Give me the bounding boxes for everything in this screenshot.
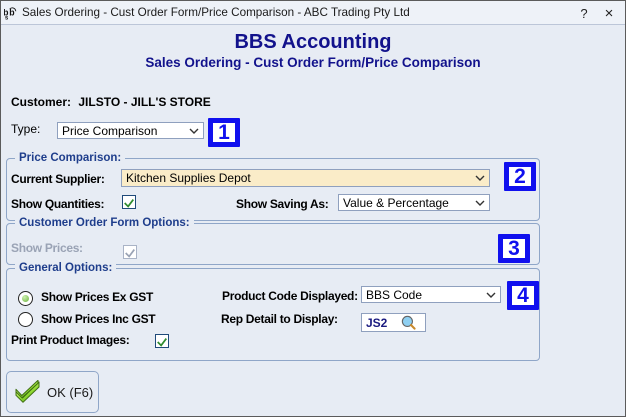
svg-text:s: s bbox=[5, 14, 9, 19]
